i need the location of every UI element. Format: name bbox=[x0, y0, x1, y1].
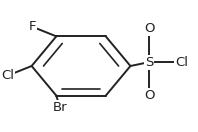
Text: Cl: Cl bbox=[1, 69, 14, 82]
Text: O: O bbox=[144, 89, 154, 102]
Text: S: S bbox=[145, 56, 153, 69]
Text: O: O bbox=[144, 22, 154, 35]
Text: Br: Br bbox=[53, 101, 67, 114]
Text: Cl: Cl bbox=[175, 56, 188, 69]
Text: F: F bbox=[28, 20, 36, 33]
